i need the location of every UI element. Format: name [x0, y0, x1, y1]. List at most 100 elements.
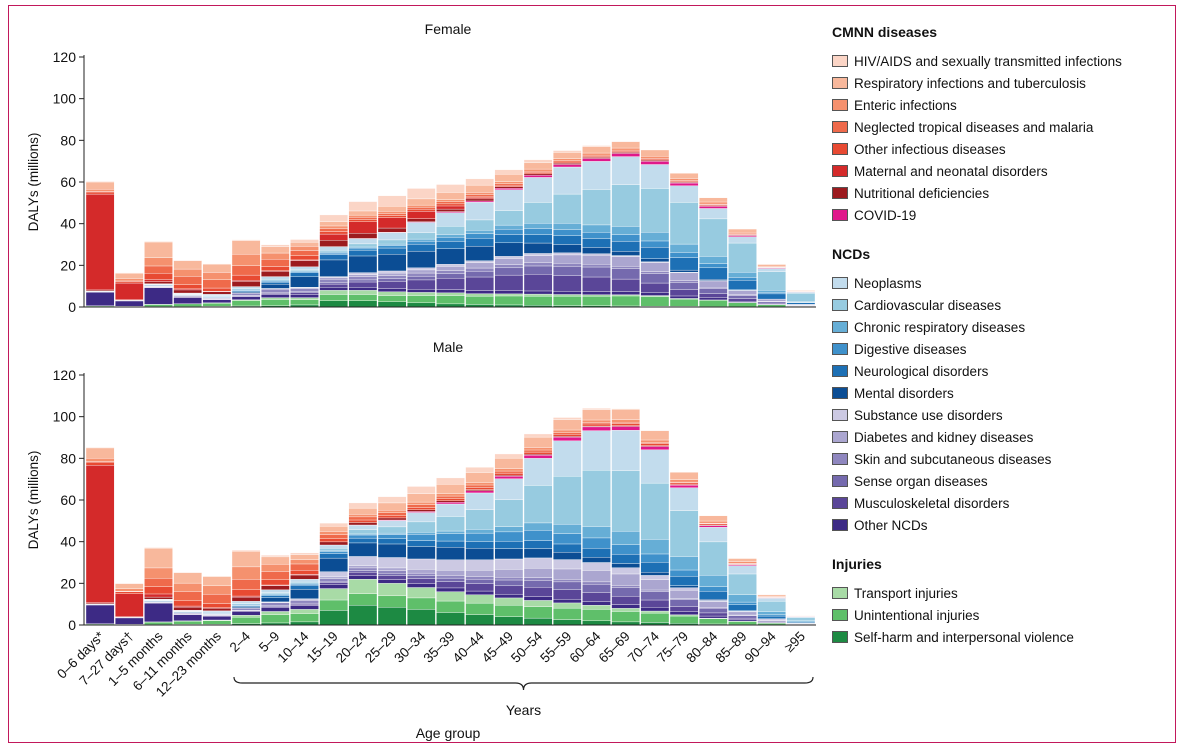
bar-segment-other_inf [436, 203, 465, 207]
bar-segment-covid [611, 153, 640, 157]
bar-segment-enteric [611, 147, 640, 151]
legend-label: Skin and subcutaneous diseases [854, 451, 1052, 467]
bar-segment-enteric [407, 501, 436, 505]
bar-segment-neuro [290, 272, 319, 277]
bar-segment-other_ncd [144, 602, 173, 623]
bar-segment-unintentional [319, 599, 348, 611]
legend: CMNN diseases HIV/AIDS and sexually trans… [832, 24, 1177, 668]
bar-segment-chronic_resp [640, 539, 670, 555]
bar-segment-digestive [553, 533, 582, 545]
bar-segment-sense [582, 266, 611, 278]
legend-swatch [832, 453, 848, 465]
bar-segment-mental [611, 563, 640, 568]
bar-segment-transport [261, 297, 290, 300]
bar-segment-resp_tb [144, 547, 173, 569]
bar-segment-hiv [377, 496, 407, 504]
bar-segment-selfharm [465, 614, 494, 626]
bar-segment-transport [377, 291, 407, 296]
x-tick-label: 70–74 [625, 628, 662, 665]
bar-segment-transport [436, 292, 465, 296]
bar-segment-enteric [465, 192, 494, 195]
bar-segment-covid [436, 502, 465, 505]
legend-label: Chronic respiratory diseases [854, 319, 1026, 335]
bar-segment-resp_tb [231, 240, 261, 255]
bar-segment-unintentional [144, 621, 173, 625]
bar-segment-other_ncd [261, 607, 290, 612]
bar-segment-transport [523, 293, 553, 297]
bar-segment-enteric [582, 152, 611, 156]
bar-segment-resp_tb [523, 436, 553, 448]
bar-segment-cardio [728, 573, 757, 595]
bar-segment-other_ncd [115, 300, 144, 307]
bar-segment-mental [407, 250, 436, 269]
bar-segment-other_inf [144, 273, 173, 280]
bar-segment-resp_tb [85, 447, 115, 459]
bar-segment-mental [348, 542, 378, 557]
x-axis-title: Age group [416, 725, 481, 741]
bar-segment-mental [348, 255, 378, 273]
bar-segment-ntd [319, 534, 348, 539]
bar-segment-nutritional [144, 596, 173, 600]
bar-segment-other_inf [553, 433, 582, 437]
bar-segment-other_inf [144, 586, 173, 595]
bar-segment-maternal [85, 193, 115, 291]
bar-segment-other_ncd [407, 289, 436, 293]
bar-segment-transport [494, 293, 524, 297]
bar-segment-mental [640, 572, 670, 576]
bar-segment-cardio [640, 482, 670, 540]
bar-segment-covid [728, 235, 757, 237]
bar-segment-cardio [757, 271, 786, 291]
bar-segment-other_ncd [669, 295, 699, 299]
bar-segment-diabetes [582, 255, 611, 265]
bar-segment-covid [640, 161, 670, 165]
bar-segment-mental [640, 258, 670, 262]
bar-segment-other_ncd [611, 291, 640, 295]
bar-segment-cardio [523, 485, 553, 524]
bar-segment-other_inf [523, 172, 553, 175]
bar-segment-other_ncd [523, 596, 553, 601]
bar-segment-enteric [465, 482, 494, 486]
bar-segment-ntd [231, 579, 261, 590]
bar-segment-msk [348, 572, 378, 576]
bar-segment-covid [553, 436, 582, 442]
legend-item-covid: COVID-19 [832, 204, 1177, 226]
bar-segment-hiv [582, 408, 611, 410]
bar-segment-covid [640, 446, 670, 450]
bar-segment-hiv [290, 239, 319, 243]
x-tick-label: 60–64 [566, 628, 603, 665]
bar-segment-covid [465, 490, 494, 494]
bar-segment-resp_tb [553, 419, 582, 431]
bar-segment-neoplasms [699, 208, 728, 220]
bar-segment-chronic_resp [757, 611, 786, 615]
bar-segment-ntd [348, 516, 378, 521]
bar-segment-cardio [494, 499, 524, 527]
bar-segment-ntd [436, 201, 465, 205]
legend-swatch [832, 431, 848, 443]
bar-segment-skin [465, 267, 494, 272]
bar-segment-unintentional [728, 302, 757, 307]
bar-segment-neoplasms [728, 236, 757, 244]
legend-item-other_ncd: Other NCDs [832, 514, 1177, 536]
bar-segment-sense [699, 288, 728, 294]
bar-segment-skin [377, 570, 407, 574]
bar-segment-ntd [523, 170, 553, 173]
bar-segment-resp_tb [728, 228, 757, 233]
bar-segment-ntd [465, 484, 494, 488]
bar-segment-msk [582, 592, 611, 602]
panel-title: Female [425, 21, 472, 37]
bar-segment-nutritional [377, 517, 407, 521]
bar-segment-hiv [231, 550, 261, 552]
bar-segment-other_inf [290, 570, 319, 575]
bar-segment-resp_tb [144, 241, 173, 258]
bar-segment-unintentional [669, 298, 699, 307]
bar-segment-substance [669, 587, 699, 591]
bar-segment-diabetes [436, 266, 465, 271]
bar-segment-substance [465, 260, 494, 264]
bar-segment-other_ncd [582, 601, 611, 606]
bar-segment-resp_tb [407, 493, 436, 503]
legend-label: Neoplasms [854, 275, 922, 291]
bar-segment-hiv [261, 244, 290, 247]
bar-segment-resp_tb [582, 409, 611, 421]
bar-segment-diabetes [728, 611, 757, 616]
x-tick-label: 40–44 [450, 628, 487, 665]
